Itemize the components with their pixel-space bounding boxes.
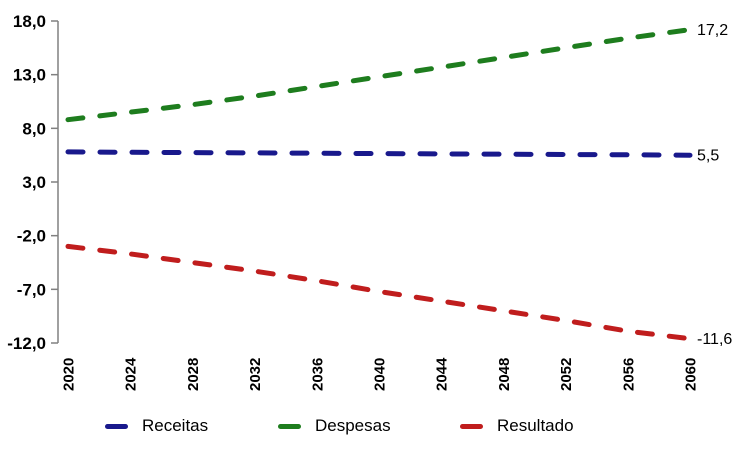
y-axis-tick-label: 18,0 <box>13 12 46 31</box>
series-end-value-label: -11,6 <box>697 331 732 348</box>
series-line-receitas <box>65 149 693 158</box>
legend-label-receitas: Receitas <box>142 416 209 435</box>
x-axis-year-label: 2032 <box>247 358 264 391</box>
x-axis-year-label: 2028 <box>185 358 202 391</box>
x-axis-year-label: 2040 <box>372 358 389 391</box>
series-end-value-label: 5,5 <box>697 148 719 165</box>
legend-marker-resultado-dash <box>460 423 483 429</box>
legend-item-despesas: Despesas <box>278 414 391 438</box>
y-axis-tick-label: 13,0 <box>13 66 46 85</box>
y-axis-tick-label: 3,0 <box>22 173 46 192</box>
x-axis-year-label: 2048 <box>496 358 513 391</box>
series-line-resultado <box>65 243 693 342</box>
chart-legend: Receitas Despesas Resultado <box>0 414 737 440</box>
x-axis-year-label: 2052 <box>558 358 575 391</box>
legend-item-resultado: Resultado <box>460 414 574 438</box>
x-axis-year-label: 2024 <box>123 357 140 391</box>
y-axis-tick-label: -2,0 <box>17 227 46 246</box>
y-axis-tick-label: -7,0 <box>17 280 46 299</box>
x-axis-year-label: 2036 <box>309 358 326 391</box>
x-axis-year-label: 2056 <box>620 358 637 391</box>
x-axis-year-label: 2044 <box>434 357 451 391</box>
legend-marker-despesas-dash <box>278 423 301 429</box>
series-end-value-label: 17,2 <box>697 22 728 39</box>
x-axis-year-label: 2020 <box>61 358 78 391</box>
legend-item-receitas: Receitas <box>105 414 208 438</box>
series-line-despesas <box>65 27 693 123</box>
legend-marker-receitas-dash <box>105 423 128 429</box>
legend-label-resultado: Resultado <box>497 416 574 435</box>
legend-label-despesas: Despesas <box>315 416 391 435</box>
x-axis-year-label: 2060 <box>683 358 700 391</box>
y-axis-tick-label: 8,0 <box>22 119 46 138</box>
y-axis-tick-label: -12,0 <box>7 334 46 353</box>
